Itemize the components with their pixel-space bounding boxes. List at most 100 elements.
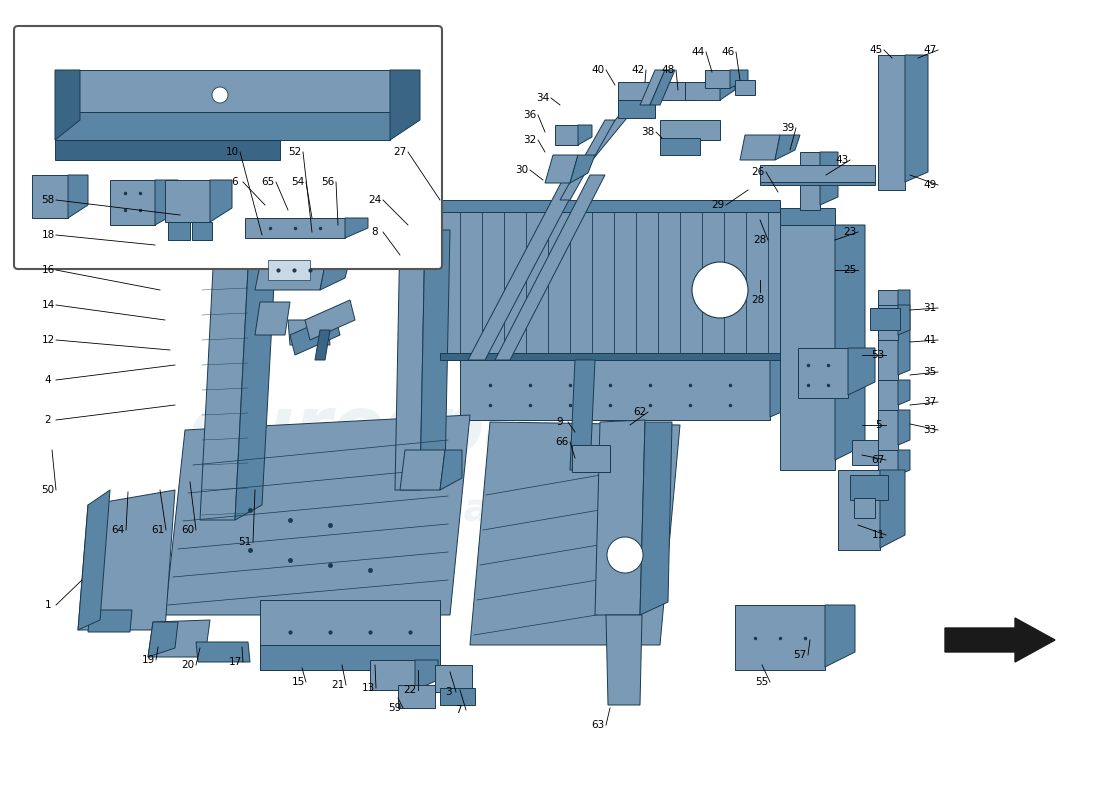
- Polygon shape: [268, 260, 310, 280]
- Polygon shape: [898, 305, 910, 335]
- Text: 17: 17: [229, 657, 242, 667]
- Polygon shape: [570, 90, 650, 175]
- Text: eurospares: eurospares: [188, 393, 671, 467]
- Polygon shape: [390, 70, 420, 140]
- Text: 20: 20: [182, 660, 195, 670]
- Text: 15: 15: [292, 677, 305, 687]
- Text: 3: 3: [444, 687, 451, 697]
- Polygon shape: [88, 610, 132, 632]
- Polygon shape: [200, 230, 250, 520]
- Polygon shape: [852, 440, 878, 465]
- Polygon shape: [798, 348, 848, 398]
- Text: 13: 13: [362, 683, 375, 693]
- Polygon shape: [165, 415, 470, 615]
- Polygon shape: [640, 422, 672, 615]
- Polygon shape: [398, 685, 434, 708]
- Polygon shape: [780, 225, 835, 470]
- Polygon shape: [440, 200, 780, 212]
- Polygon shape: [770, 358, 800, 417]
- Polygon shape: [735, 80, 755, 95]
- Text: 39: 39: [781, 123, 794, 133]
- Polygon shape: [660, 120, 720, 140]
- Polygon shape: [878, 290, 898, 380]
- Polygon shape: [825, 605, 855, 667]
- Polygon shape: [820, 152, 838, 205]
- Polygon shape: [898, 410, 910, 445]
- Text: 48: 48: [661, 65, 674, 75]
- Polygon shape: [570, 155, 595, 183]
- Text: 67: 67: [871, 455, 884, 465]
- Text: 21: 21: [331, 680, 344, 690]
- Text: 66: 66: [556, 437, 569, 447]
- Polygon shape: [468, 160, 590, 360]
- Polygon shape: [720, 82, 735, 100]
- Polygon shape: [148, 622, 178, 657]
- Polygon shape: [192, 222, 212, 240]
- Polygon shape: [255, 240, 330, 290]
- Text: 62: 62: [634, 407, 647, 417]
- Polygon shape: [68, 175, 88, 218]
- Polygon shape: [606, 615, 642, 705]
- Text: 37: 37: [923, 397, 936, 407]
- Polygon shape: [196, 642, 250, 662]
- Text: 38: 38: [641, 127, 654, 137]
- Polygon shape: [780, 208, 835, 225]
- Text: 14: 14: [42, 300, 55, 310]
- Text: 23: 23: [844, 227, 857, 237]
- Text: 46: 46: [722, 47, 735, 57]
- Text: 5: 5: [874, 420, 881, 430]
- Text: 51: 51: [239, 537, 252, 547]
- Polygon shape: [400, 450, 446, 490]
- Polygon shape: [260, 600, 440, 670]
- Text: 29: 29: [712, 200, 725, 210]
- Polygon shape: [572, 445, 610, 472]
- Text: 52: 52: [288, 147, 301, 157]
- Polygon shape: [440, 450, 462, 490]
- Polygon shape: [315, 330, 330, 360]
- Polygon shape: [878, 55, 905, 190]
- Polygon shape: [618, 100, 654, 118]
- Text: 58: 58: [42, 195, 55, 205]
- Polygon shape: [776, 135, 800, 160]
- Polygon shape: [618, 82, 690, 100]
- Polygon shape: [878, 450, 898, 480]
- Polygon shape: [544, 155, 578, 183]
- Text: 42: 42: [631, 65, 645, 75]
- Text: 43: 43: [835, 155, 848, 165]
- Polygon shape: [870, 308, 900, 330]
- Polygon shape: [165, 180, 210, 222]
- Polygon shape: [560, 120, 615, 200]
- Polygon shape: [55, 70, 80, 140]
- Polygon shape: [155, 180, 178, 225]
- Polygon shape: [110, 180, 155, 225]
- Polygon shape: [440, 210, 780, 355]
- Polygon shape: [210, 180, 232, 222]
- Polygon shape: [395, 230, 425, 490]
- Polygon shape: [740, 135, 780, 160]
- Polygon shape: [730, 70, 748, 88]
- Polygon shape: [55, 140, 280, 160]
- Text: 27: 27: [394, 147, 407, 157]
- Text: 9: 9: [557, 417, 563, 427]
- Text: 33: 33: [923, 425, 936, 435]
- Text: 64: 64: [111, 525, 124, 535]
- Text: 31: 31: [923, 303, 936, 313]
- Text: 41: 41: [923, 335, 936, 345]
- Polygon shape: [470, 422, 680, 645]
- Polygon shape: [55, 70, 390, 112]
- Text: 55: 55: [756, 677, 769, 687]
- Polygon shape: [800, 152, 820, 210]
- Polygon shape: [850, 475, 888, 500]
- Text: 65: 65: [262, 177, 275, 187]
- Text: 32: 32: [524, 135, 537, 145]
- Polygon shape: [898, 380, 910, 405]
- Text: 34: 34: [537, 93, 550, 103]
- Text: 25: 25: [844, 265, 857, 275]
- Text: 10: 10: [226, 147, 239, 157]
- Polygon shape: [235, 230, 277, 520]
- Polygon shape: [595, 420, 645, 615]
- Polygon shape: [685, 82, 720, 100]
- Text: 28: 28: [754, 235, 767, 245]
- Polygon shape: [898, 290, 910, 375]
- Polygon shape: [660, 138, 700, 155]
